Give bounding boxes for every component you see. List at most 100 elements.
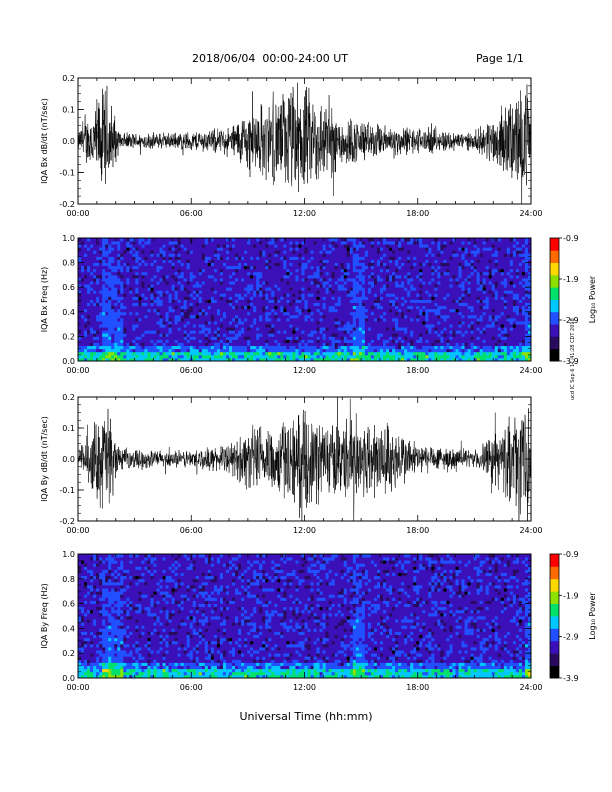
spectrogram-cell [262, 290, 266, 294]
spectrogram-cell [407, 299, 411, 303]
spectrogram-cell [410, 324, 414, 328]
spectrogram-cell [111, 321, 115, 325]
spectrogram-cell [446, 354, 450, 359]
spectrogram-cell [389, 351, 393, 356]
spectrogram-cell [407, 271, 411, 276]
spectrogram-cell [238, 336, 242, 340]
spectrogram-cell [117, 351, 121, 356]
spectrogram-cell [398, 274, 402, 279]
spectrogram-cell [138, 342, 142, 347]
spectrogram-cell [108, 284, 112, 288]
spectrogram-cell [313, 262, 317, 267]
spectrogram-cell [144, 253, 148, 257]
spectrogram-cell [295, 324, 299, 328]
spectrogram-cell [274, 311, 278, 316]
spectrogram-cell [286, 336, 290, 340]
spectrogram-cell [229, 354, 233, 359]
spectrogram-cell [192, 238, 197, 242]
spectrogram-cell [304, 327, 308, 331]
spectrogram-cell [364, 274, 369, 279]
spectrogram-cell [189, 311, 194, 316]
spectrogram-cell [389, 311, 393, 316]
spectrogram-cell [265, 250, 269, 254]
spectrogram-cell [370, 238, 375, 242]
spectrogram-cell [207, 284, 212, 288]
spectrogram-cell [355, 274, 360, 279]
spectrogram-cell [295, 302, 299, 307]
spectrogram-cell [78, 308, 82, 313]
spectrogram-cell [434, 284, 438, 288]
spectrogram-cell [304, 284, 308, 288]
spectrogram-cell [222, 302, 227, 307]
spectrogram-cell [180, 314, 185, 319]
spectrogram-cell [331, 290, 336, 294]
spectrogram-cell [425, 324, 429, 328]
y-tick-label: 0.2 [62, 74, 75, 83]
spectrogram-cell [316, 333, 320, 337]
spectrogram-cell [376, 333, 381, 337]
spectrogram-cell [316, 277, 320, 282]
spectrogram-cell [253, 277, 257, 282]
spectrogram-cell [159, 287, 163, 291]
spectrogram-cell [153, 259, 157, 263]
spectrogram-cell [434, 299, 438, 303]
spectrogram-cell [150, 336, 154, 340]
spectrogram-cell [277, 287, 281, 291]
spectrogram-cell [117, 324, 121, 328]
spectrogram-cell [265, 265, 269, 270]
spectrogram-cell [229, 287, 233, 291]
spectrogram-cell [111, 339, 115, 343]
spectrogram-cell [78, 262, 82, 267]
spectrogram-cell [262, 268, 266, 273]
spectrogram-cell [123, 348, 127, 353]
spectrogram-cell [292, 274, 296, 279]
spectrogram-cell [183, 256, 188, 260]
spectrogram-cell [108, 351, 112, 356]
spectrogram-cell [189, 274, 194, 279]
spectrogram-cell [434, 277, 438, 282]
spectrogram-cell [386, 253, 390, 257]
spectrogram-cell [319, 250, 324, 254]
spectrogram-cell [238, 354, 242, 359]
spectrogram-cell [404, 277, 408, 282]
spectrogram-cell [277, 336, 281, 340]
spectrogram-cell [358, 259, 363, 263]
spectrogram-cell [398, 277, 402, 282]
spectrogram-cell [238, 293, 242, 297]
spectrogram-cell [283, 314, 287, 319]
spectrogram-cell [180, 284, 185, 288]
spectrogram-cell [210, 305, 215, 310]
spectrogram-cell [238, 256, 242, 260]
spectrogram-cell [204, 262, 209, 267]
spectrogram-cell [250, 321, 254, 325]
spectrogram-cell [292, 296, 296, 300]
spectrogram-cell [102, 314, 106, 319]
spectrogram-cell [84, 256, 88, 260]
spectrogram-cell [219, 345, 224, 350]
spectrogram-cell [346, 259, 351, 263]
spectrogram-cell [123, 293, 127, 297]
spectrogram-cell [132, 271, 136, 276]
spectrogram-cell [307, 274, 311, 279]
spectrogram-cell [337, 351, 342, 356]
spectrogram-cell [117, 241, 121, 245]
spectrogram-cell [108, 302, 112, 307]
spectrogram-cell [434, 321, 438, 325]
spectrogram-cell [213, 342, 218, 347]
spectrogram-cell [225, 250, 230, 254]
spectrogram-cell [334, 247, 339, 251]
spectrogram-cell [129, 259, 133, 263]
spectrogram-cell [383, 321, 387, 325]
spectrogram-cell [313, 290, 317, 294]
spectrogram-cell [328, 345, 333, 350]
spectrogram-cell [425, 345, 429, 350]
spectrogram-cell [407, 287, 411, 291]
spectrogram-cell [331, 342, 336, 347]
spectrogram-cell [111, 296, 115, 300]
spectrogram-cell [392, 336, 396, 340]
spectrogram-cell [331, 241, 336, 245]
spectrogram-cell [117, 342, 121, 347]
spectrogram-cell [244, 317, 248, 322]
spectrogram-cell [222, 311, 227, 316]
spectrogram-cell [316, 287, 320, 291]
